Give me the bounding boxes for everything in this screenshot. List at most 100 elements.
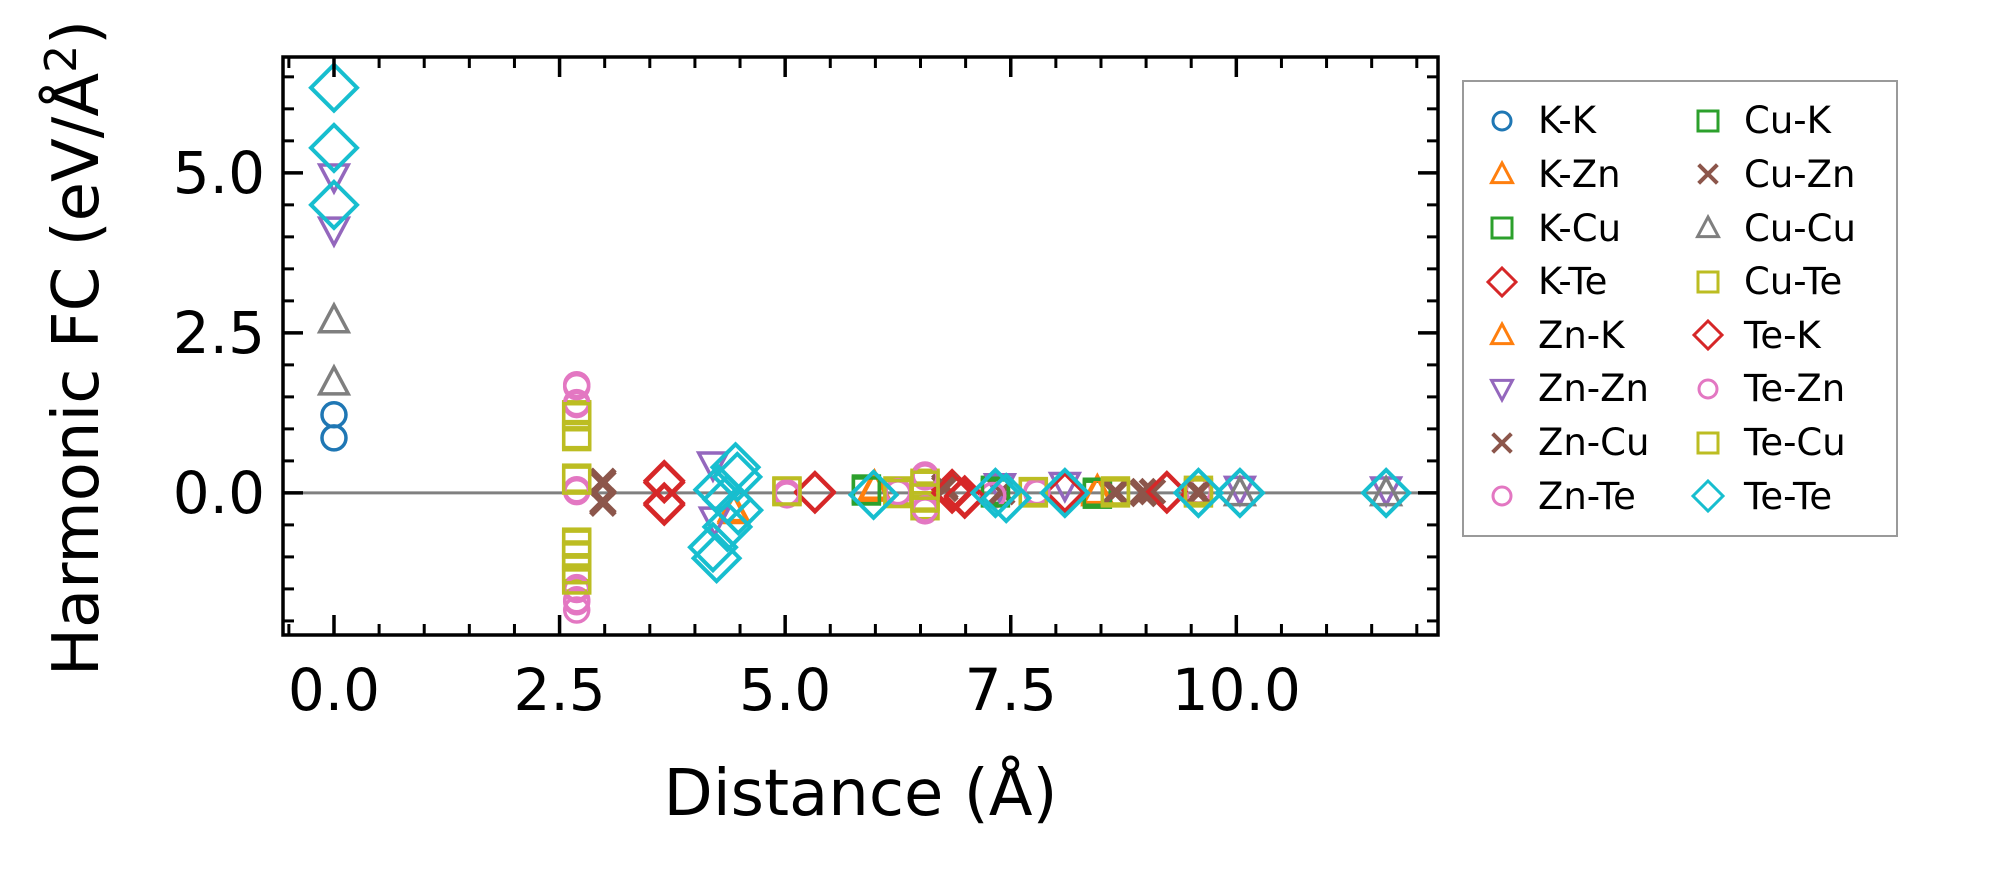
data-point: [1222, 474, 1258, 507]
data-point: [1172, 467, 1225, 519]
data-point: [690, 532, 743, 585]
data-point: [701, 500, 754, 553]
legend-item: K-Cu: [1480, 201, 1686, 255]
data-point: [316, 363, 352, 396]
data-point: [320, 401, 348, 429]
data-point: [1145, 470, 1189, 514]
legend-item-label: Cu-Te: [1744, 260, 1843, 304]
y-tick-label: 2.5: [173, 299, 265, 367]
legend-item: Cu-Te: [1686, 255, 1892, 309]
diamond-marker-icon: [1691, 319, 1725, 352]
data-point: [316, 163, 352, 196]
data-point: [793, 470, 837, 514]
square-marker-icon: [1696, 109, 1720, 133]
data-point: [969, 467, 1022, 519]
data-point: [308, 61, 360, 114]
data-point: [562, 596, 591, 624]
legend-marker-glyph: [1491, 110, 1513, 132]
data-point: [561, 565, 592, 595]
diamond-marker-icon: [1485, 265, 1519, 298]
x-tick-label: 0.0: [288, 656, 380, 724]
legend-item: Cu-Cu: [1686, 201, 1892, 255]
legend: K-K K-Zn K-Cu K-Te Zn-K Zn-Zn Zn-Cu Zn-: [1462, 80, 1898, 537]
data-point: [1100, 476, 1131, 506]
legend-item-label: Te-Zn: [1744, 367, 1846, 411]
data-point: [1368, 474, 1404, 507]
legend-marker-glyph: [1696, 109, 1720, 133]
legend-item: Te-K: [1686, 309, 1892, 363]
circle-marker-icon: [1491, 110, 1513, 132]
y-tick-label: 5.0: [173, 139, 265, 207]
data-point: [589, 487, 617, 516]
legend-item: Te-Zn: [1686, 362, 1892, 416]
x-tick-label: 10.0: [1172, 656, 1301, 724]
data-point: [712, 484, 765, 537]
legend-marker-glyph: [1489, 378, 1515, 404]
legend-marker-glyph: [1489, 160, 1515, 185]
legend-marker-glyph: [1485, 265, 1519, 298]
legend-item-label: Zn-K: [1538, 313, 1625, 357]
legend-item: K-Zn: [1480, 148, 1686, 202]
legend-marker-glyph: [1695, 213, 1721, 239]
legend-marker-glyph: [1696, 431, 1720, 455]
circle-marker-icon: [1697, 378, 1719, 400]
legend-item: Cu-K: [1686, 94, 1892, 148]
diamond-marker-icon: [1690, 479, 1726, 514]
legend-item: K-Te: [1480, 255, 1686, 309]
data-point: [562, 587, 591, 616]
data-point: [1101, 477, 1130, 506]
legend-marker-glyph: [1490, 216, 1514, 240]
legend-marker-glyph: [1697, 163, 1719, 186]
data-point: [316, 301, 352, 334]
legend-item: Zn-Cu: [1480, 416, 1686, 470]
legend-item-label: Cu-K: [1744, 99, 1831, 143]
triangle-up-marker-icon: [1489, 321, 1515, 346]
legend-item: Zn-Zn: [1480, 362, 1686, 416]
data-point: [1039, 467, 1091, 519]
legend-item-label: K-Zn: [1538, 152, 1621, 196]
data-point: [847, 468, 900, 521]
legend-item: Cu-Zn: [1686, 148, 1892, 202]
data-point: [308, 179, 360, 231]
data-point: [1043, 471, 1087, 515]
legend-item-label: Zn-Te: [1538, 474, 1636, 518]
data-point: [1183, 478, 1214, 508]
x-axis-label: Distance (Å): [664, 755, 1058, 831]
legend-item: K-K: [1480, 94, 1686, 148]
legend-marker-glyph: [1491, 431, 1513, 454]
data-point: [1360, 467, 1412, 519]
data-point: [642, 459, 686, 503]
y-tick-label: 0.0: [173, 459, 265, 527]
x-marker-icon: [1491, 431, 1513, 454]
data-point: [857, 469, 892, 502]
triangle-down-marker-icon: [1489, 378, 1515, 404]
y-axis-label: Harmonic FC (eV/Å2): [36, 20, 114, 676]
data-point: [1214, 467, 1266, 519]
legend-item-label: K-Te: [1538, 260, 1608, 304]
legend-item: Zn-Te: [1480, 469, 1686, 523]
legend-item-label: K-Cu: [1538, 206, 1622, 250]
x-marker-icon: [1697, 163, 1719, 186]
triangle-up-marker-icon: [1489, 160, 1515, 185]
legend-item-label: K-K: [1538, 99, 1596, 143]
data-point: [561, 465, 592, 495]
data-point: [562, 372, 591, 401]
x-tick-label: 7.5: [965, 656, 1057, 724]
legend-item-label: Zn-Cu: [1538, 421, 1650, 465]
legend-item-label: Te-Cu: [1744, 421, 1846, 465]
square-marker-icon: [1696, 431, 1720, 455]
data-point: [980, 472, 1033, 524]
legend-item: Te-Cu: [1686, 416, 1892, 470]
x-tick-label: 2.5: [513, 656, 605, 724]
axes-frame: [281, 55, 1440, 637]
data-point: [772, 476, 802, 506]
data-point: [1129, 479, 1158, 508]
data-point: [642, 483, 686, 527]
legend-item-label: Te-Te: [1744, 474, 1833, 518]
legend-item: Te-Te: [1686, 469, 1892, 523]
legend-marker-glyph: [1489, 321, 1515, 346]
data-point: [910, 483, 940, 513]
legend-item-label: Zn-Zn: [1538, 367, 1649, 411]
